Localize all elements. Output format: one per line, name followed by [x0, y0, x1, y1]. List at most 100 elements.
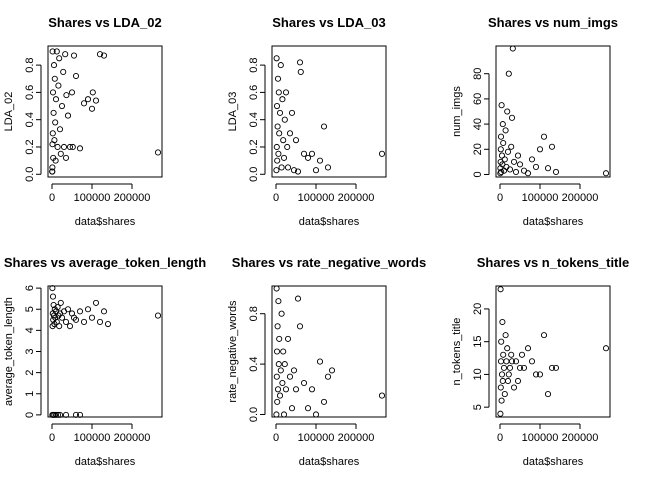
chart-3-point-22: [510, 158, 518, 165]
chart-5-point-17: [282, 386, 290, 393]
chart-5-plot-frame: [271, 285, 387, 418]
chart-3-x-tick-label-0: 0: [497, 192, 503, 204]
chart-6-x-tick-label-1: 100000: [522, 432, 559, 444]
chart-2-y-tick-label-4: 0.8: [248, 57, 260, 72]
chart-2-point-2: [273, 143, 280, 151]
chart-3-point-16: [504, 148, 512, 155]
chart-1-y-tick-label-2: 0.4: [24, 112, 36, 127]
chart-1-point-41: [52, 157, 59, 164]
chart-5-point-12: [278, 310, 285, 317]
chart-4-x-tick-label-1: 100000: [74, 432, 111, 444]
chart-6-point-20: [510, 384, 518, 391]
chart-3-point-32: [544, 165, 552, 172]
chart-4-point-24: [72, 316, 80, 323]
chart-6-point-4: [498, 338, 505, 345]
chart-2-point-8: [275, 89, 282, 96]
chart-2-plot-frame: [271, 45, 387, 178]
chart-3-point-29: [532, 163, 540, 170]
chart-3-y-tick-label-0: 0: [472, 171, 484, 177]
chart-6-point-26: [524, 345, 532, 352]
chart-1-plot-frame: [47, 45, 163, 178]
chart-2-x-tick-label-0: 0: [273, 192, 279, 204]
chart-2-point-22: [290, 167, 298, 174]
chart-1-point-30: [84, 96, 92, 103]
chart-3-point-17: [505, 70, 512, 77]
chart-5-point-27: [308, 386, 316, 393]
chart-5-x-axis-label: data$shares: [299, 456, 360, 468]
chart-3-point-35: [602, 170, 610, 177]
chart-4-point-14: [56, 323, 63, 330]
chart-4-y-axis-label: average_token_length: [3, 297, 15, 406]
chart-6-point-23: [516, 364, 524, 371]
chart-3-point-6: [498, 102, 505, 109]
chart-6-point-22: [514, 377, 522, 385]
chart-1-point-25: [69, 143, 76, 151]
chart-6-point-29: [536, 371, 544, 378]
chart-1-y-axis-label: LDA_02: [3, 92, 15, 132]
chart-1-y-tick-label-3: 0.6: [24, 85, 36, 100]
chart-6-point-19: [508, 358, 516, 365]
chart-1-point-19: [60, 143, 68, 151]
chart-5-point-2: [273, 373, 280, 380]
chart-4-point-26: [80, 318, 88, 325]
chart-6-x-axis-label: data$shares: [523, 456, 584, 468]
chart-6-point-10: [500, 364, 508, 371]
chart-1-point-24: [68, 89, 76, 96]
chart-1-point-11: [53, 48, 60, 55]
chart-5-point-0: [273, 411, 280, 418]
chart-6-point-31: [544, 391, 552, 398]
chart-3-point-28: [528, 156, 536, 163]
chart-2-point-31: [316, 157, 324, 164]
chart-2-point-33: [324, 164, 332, 171]
chart-3-point-15: [504, 108, 511, 115]
chart-4-point-28: [88, 314, 96, 321]
chart-1-point-6: [50, 62, 58, 69]
chart-2-y-tick-label-2: 0.4: [248, 112, 260, 127]
chart-3-point-10: [500, 139, 507, 147]
chart-1-x-axis-label: data$shares: [75, 216, 136, 228]
chart-1-point-34: [96, 51, 104, 58]
chart-6-point-21: [512, 358, 520, 365]
chart-4-title: Shares vs average_token_length: [4, 255, 206, 270]
chart-1-point-31: [88, 105, 96, 112]
chart-5-point-11: [277, 367, 284, 374]
chart-2-point-25: [296, 59, 304, 66]
chart-3-point-27: [524, 170, 532, 177]
chart-2-point-32: [320, 123, 328, 130]
chart-3-x-axis-label: data$shares: [523, 216, 584, 228]
chart-2-point-24: [294, 168, 302, 175]
chart-3-point-18: [506, 166, 514, 173]
chart-3-y-tick-label-1: 20: [472, 143, 484, 155]
chart-5-point-31: [324, 373, 332, 380]
chart-5-point-7: [275, 298, 282, 305]
chart-2-point-6: [274, 75, 282, 82]
chart-2-point-26: [297, 68, 304, 75]
chart-1-point-1: [49, 48, 56, 55]
chart-5-point-19: [286, 373, 294, 380]
chart-3-point-24: [514, 152, 522, 159]
chart-4-y-tick-label-3: 3: [24, 348, 36, 354]
chart-3-point-34: [552, 168, 560, 176]
chart-5-point-3: [273, 348, 281, 355]
chart-3-point-14: [503, 163, 510, 170]
chart-5-point-6: [274, 386, 282, 393]
chart-6-point-16: [505, 371, 512, 378]
chart-2-point-19: [284, 164, 292, 171]
chart-5-point-5: [274, 323, 281, 330]
chart-1-point-22: [64, 112, 72, 119]
chart-6-point-33: [552, 364, 560, 371]
chart-3-point-13: [502, 127, 509, 134]
chart-5-point-30: [320, 398, 328, 405]
chart-3-x-tick-label-2: 200000: [562, 192, 599, 204]
chart-6-point-0: [497, 410, 504, 417]
chart-2-point-12: [278, 164, 285, 171]
chart-4-point-39: [56, 411, 64, 418]
chart-5-point-13: [279, 379, 286, 387]
chart-5-y-tick-label-1: 0.4: [248, 356, 260, 371]
chart-6-y-tick-label-1: 10: [472, 368, 484, 380]
chart-3-y-axis-label: num_imgs: [451, 86, 463, 137]
chart-1-point-13: [55, 82, 62, 89]
chart-6-y-tick-label-0: 5: [472, 404, 484, 410]
chart-5-point-22: [292, 386, 300, 393]
chart-5-point-20: [288, 405, 296, 412]
